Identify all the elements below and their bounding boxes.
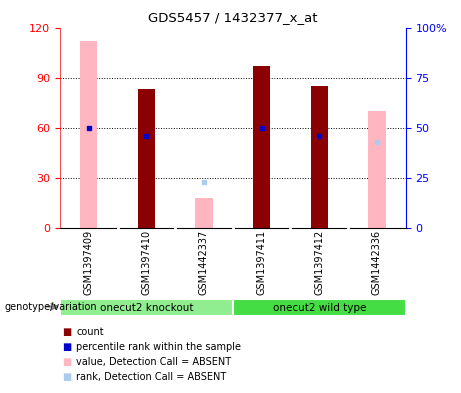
Text: genotype/variation: genotype/variation [5, 302, 97, 312]
Text: GSM1442337: GSM1442337 [199, 230, 209, 295]
Text: rank, Detection Call = ABSENT: rank, Detection Call = ABSENT [76, 372, 226, 382]
Text: onecut2 wild type: onecut2 wild type [272, 303, 366, 312]
Bar [233, 299, 406, 316]
Bar [368, 111, 385, 228]
Text: ■: ■ [62, 327, 71, 337]
Bar [80, 41, 97, 228]
Text: onecut2 knockout: onecut2 knockout [100, 303, 193, 312]
Text: GSM1397410: GSM1397410 [142, 230, 151, 295]
Bar [253, 66, 270, 228]
Bar [138, 89, 155, 228]
Text: ■: ■ [62, 357, 71, 367]
Text: percentile rank within the sample: percentile rank within the sample [76, 342, 241, 352]
Text: GSM1442336: GSM1442336 [372, 230, 382, 295]
Text: count: count [76, 327, 104, 337]
Title: GDS5457 / 1432377_x_at: GDS5457 / 1432377_x_at [148, 11, 318, 24]
Bar [195, 198, 213, 228]
Text: ■: ■ [62, 372, 71, 382]
Bar [311, 86, 328, 228]
Text: value, Detection Call = ABSENT: value, Detection Call = ABSENT [76, 357, 231, 367]
Text: GSM1397412: GSM1397412 [314, 230, 324, 295]
Text: GSM1397411: GSM1397411 [257, 230, 266, 295]
Text: GSM1397409: GSM1397409 [84, 230, 94, 295]
Bar [60, 299, 233, 316]
Text: ■: ■ [62, 342, 71, 352]
